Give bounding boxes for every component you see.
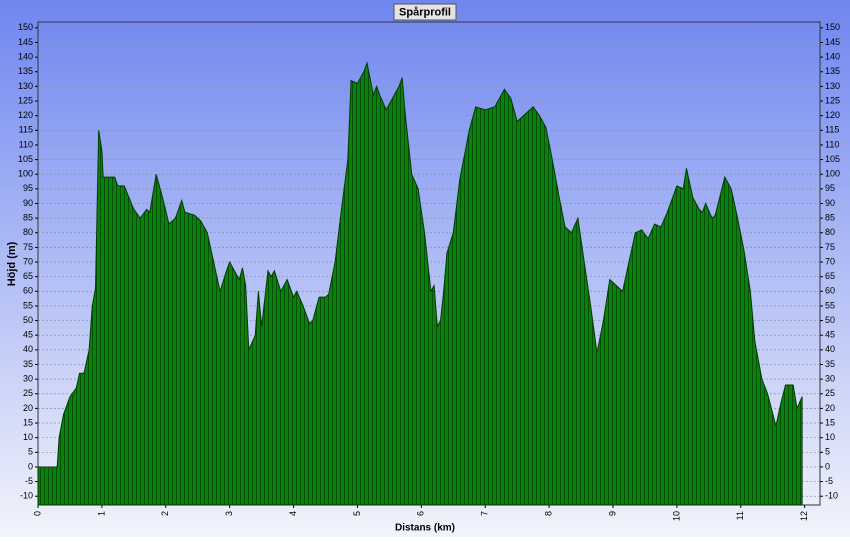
- y-tick-label: 135: [18, 66, 33, 76]
- y-tick-label: 125: [18, 95, 33, 105]
- chart-title: Spårprofil: [399, 6, 451, 18]
- y-tick-label: 120: [18, 110, 33, 120]
- x-tick-label: 6: [416, 511, 426, 516]
- y2-tick-label: 145: [825, 37, 840, 47]
- y-tick-label: 130: [18, 81, 33, 91]
- x-tick-label: 5: [352, 511, 362, 516]
- y2-tick-label: 20: [825, 403, 835, 413]
- y-tick-label: 85: [23, 213, 33, 223]
- y2-tick-label: 135: [825, 66, 840, 76]
- x-tick-label: 4: [288, 511, 298, 516]
- y-tick-label: 90: [23, 198, 33, 208]
- y-tick-label: 60: [23, 286, 33, 296]
- title-box: [393, 3, 457, 21]
- x-tick-label: 8: [543, 511, 553, 516]
- y2-tick-label: 85: [825, 213, 835, 223]
- y2-tick-label: 125: [825, 95, 840, 105]
- y2-tick-label: 140: [825, 52, 840, 62]
- y2-tick-label: 40: [825, 344, 835, 354]
- y2-tick-label: 45: [825, 330, 835, 340]
- y-tick-label: 25: [23, 388, 33, 398]
- y-tick-label: 65: [23, 271, 33, 281]
- x-tick-label: 7: [480, 511, 490, 516]
- y-tick-label: 70: [23, 256, 33, 266]
- y-tick-label: 105: [18, 154, 33, 164]
- y2-tick-label: 15: [825, 417, 835, 427]
- y-tick-label: 80: [23, 227, 33, 237]
- x-tick-label: 12: [799, 511, 809, 521]
- y-tick-label: 140: [18, 52, 33, 62]
- y2-tick-label: 5: [825, 447, 830, 457]
- y-tick-label: 95: [23, 183, 33, 193]
- y2-tick-label: 65: [825, 271, 835, 281]
- y-tick-label: -10: [20, 491, 33, 501]
- y-tick-label: 55: [23, 300, 33, 310]
- x-tick-label: 10: [671, 511, 681, 521]
- y2-tick-label: -10: [825, 491, 838, 501]
- y2-tick-label: 0: [825, 461, 830, 471]
- y2-tick-label: 100: [825, 169, 840, 179]
- x-tick-label: 1: [96, 511, 106, 516]
- y-tick-label: 50: [23, 315, 33, 325]
- x-tick-label: 0: [32, 511, 42, 516]
- y2-tick-label: 115: [825, 125, 839, 135]
- y-tick-label: 150: [18, 22, 33, 32]
- x-tick-label: 11: [735, 511, 745, 520]
- x-tick-label: 3: [224, 511, 234, 516]
- y-tick-label: 45: [23, 330, 33, 340]
- y-tick-label: 0: [28, 461, 33, 471]
- y-tick-label: -5: [25, 476, 33, 486]
- y-tick-label: 35: [23, 359, 33, 369]
- y2-tick-label: 70: [825, 256, 835, 266]
- y-tick-label: 15: [23, 417, 33, 427]
- elevation-area: [37, 61, 803, 506]
- y2-tick-label: 25: [825, 388, 835, 398]
- y-tick-label: 10: [23, 432, 33, 442]
- y-tick-label: 110: [19, 139, 33, 149]
- y-axis-label: Höjd (m): [6, 241, 18, 286]
- y2-tick-label: 105: [825, 154, 840, 164]
- y-tick-label: 115: [19, 125, 33, 135]
- y2-tick-label: 60: [825, 286, 835, 296]
- y-tick-label: 145: [18, 37, 33, 47]
- y-tick-label: 20: [23, 403, 33, 413]
- y-tick-label: 5: [28, 447, 33, 457]
- y2-tick-label: 50: [825, 315, 835, 325]
- y-tick-label: 100: [18, 169, 33, 179]
- y2-tick-label: 10: [825, 432, 835, 442]
- y2-tick-label: 110: [825, 139, 839, 149]
- y2-tick-label: 30: [825, 374, 835, 384]
- x-axis-label: Distans (km): [395, 523, 455, 534]
- y2-tick-label: 150: [825, 22, 840, 32]
- y-tick-label: 30: [23, 374, 33, 384]
- x-tick-label: 9: [607, 511, 617, 516]
- y2-tick-label: 120: [825, 110, 840, 120]
- y2-tick-label: 55: [825, 300, 835, 310]
- y2-tick-label: -5: [825, 476, 833, 486]
- y2-tick-label: 80: [825, 227, 835, 237]
- y2-tick-label: 130: [825, 81, 840, 91]
- y2-tick-label: 90: [825, 198, 835, 208]
- y2-tick-label: 75: [825, 242, 835, 252]
- y-tick-label: 75: [23, 242, 33, 252]
- x-tick-label: 2: [160, 511, 170, 516]
- y2-tick-label: 35: [825, 359, 835, 369]
- y2-tick-label: 95: [825, 183, 835, 193]
- y-tick-label: 40: [23, 344, 33, 354]
